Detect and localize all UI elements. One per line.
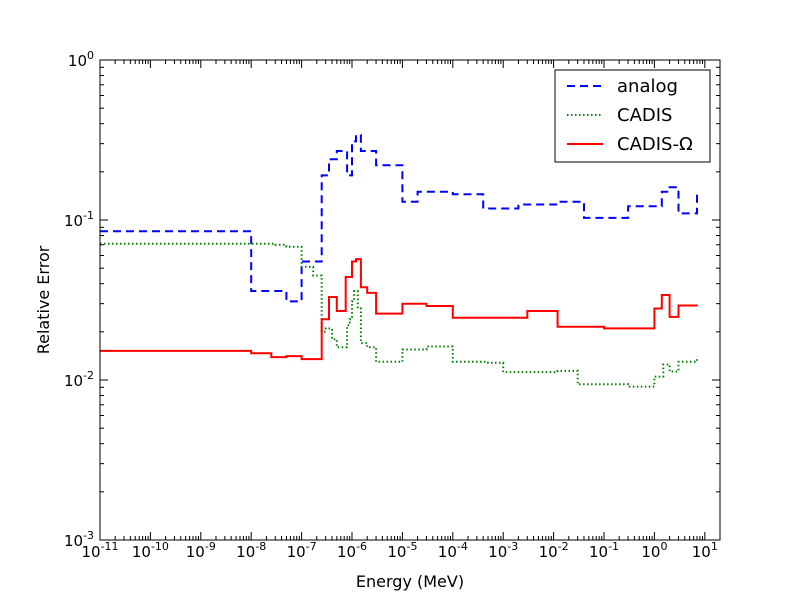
series-line-1 [100, 242, 698, 388]
x-tick-label: 101 [692, 540, 718, 561]
x-tick-label: 10-3 [488, 540, 518, 561]
x-tick-labels: 10-11 10-10 10-9 10-8 10-7 10-6 10-5 10-4 10-3 10… [81, 540, 717, 561]
series-line-2 [100, 258, 698, 361]
x-tick-label: 10-10 [132, 540, 169, 561]
x-tick-label: 10-5 [387, 540, 417, 561]
x-tick-label: 10-9 [186, 540, 216, 561]
legend-label-2: CADIS-Ω [617, 134, 693, 155]
x-tick-label: 100 [641, 540, 667, 561]
legend-label-0: analog [617, 76, 678, 97]
y-tick-label: 10-1 [64, 209, 94, 230]
y-tick-label: 100 [68, 49, 94, 70]
plot-frame [99, 59, 721, 541]
legend-label-1: CADIS [617, 105, 672, 126]
x-tick-label: 10-8 [236, 540, 266, 561]
legend: analog CADIS CADIS-Ω [554, 69, 711, 163]
x-tick-label: 10-4 [438, 540, 468, 561]
x-tick-label: 10-7 [287, 540, 317, 561]
series-line-0 [100, 134, 698, 303]
x-axis-label: Energy (MeV) [356, 572, 464, 591]
y-tick-label: 10-3 [64, 529, 94, 550]
x-tick-label: 10-6 [337, 540, 367, 561]
y-tick-labels: 10-3 10-2 10-1 100 [64, 49, 94, 550]
series-layer [100, 134, 698, 388]
y-axis-label: Relative Error [34, 245, 53, 354]
y-tick-label: 10-2 [64, 369, 94, 390]
x-tick-label: 10-11 [81, 540, 118, 561]
tick-layer [99, 59, 721, 541]
x-tick-label: 10-2 [539, 540, 569, 561]
x-tick-label: 10-1 [589, 540, 619, 561]
